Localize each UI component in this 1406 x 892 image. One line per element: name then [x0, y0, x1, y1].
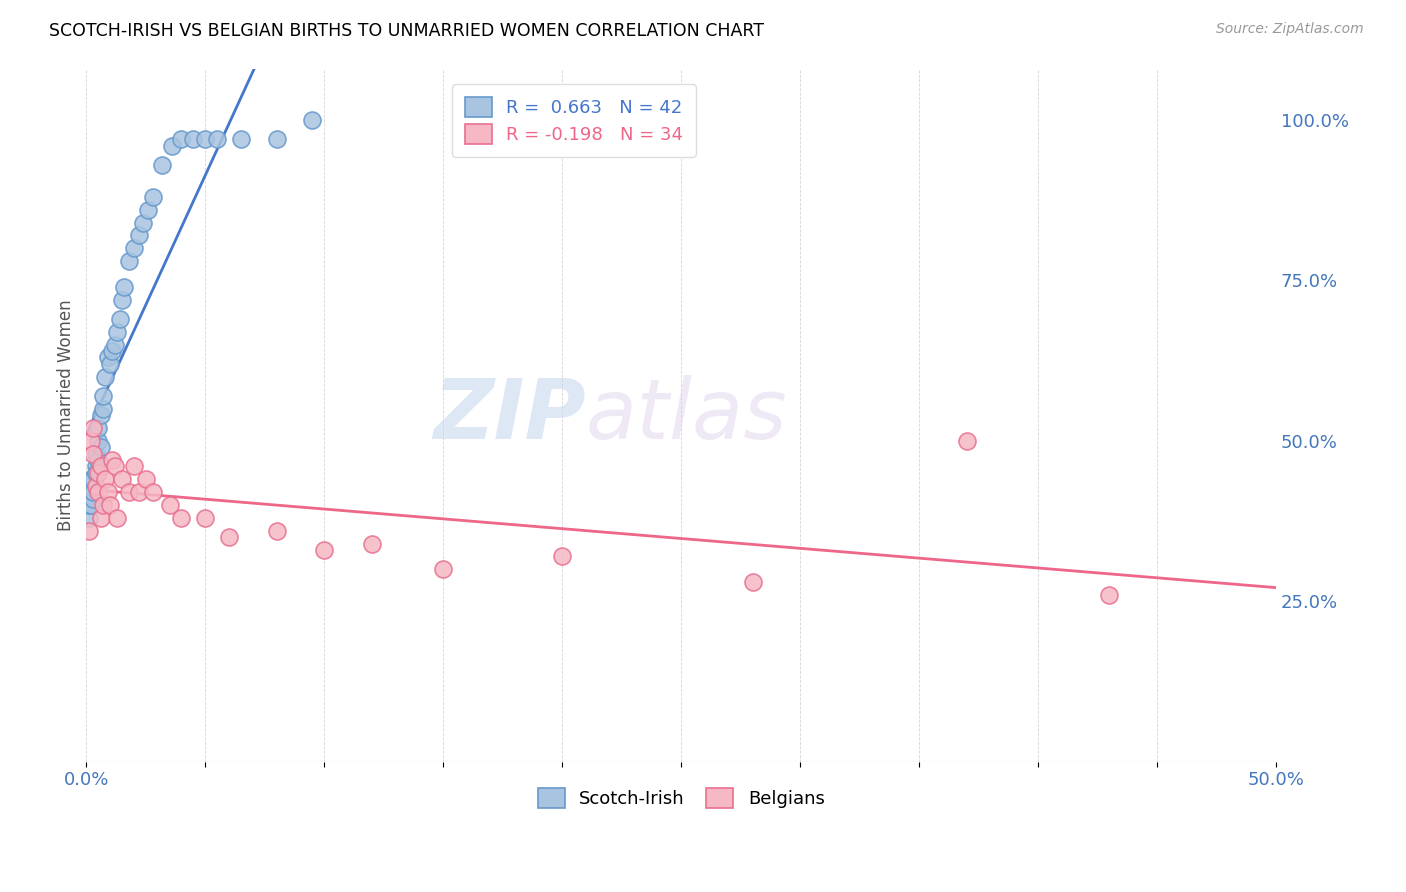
- Point: [82, 485, 104, 500]
- Point: [128, 228, 150, 243]
- Point: [135, 472, 157, 486]
- Point: [132, 216, 155, 230]
- Point: [80, 434, 103, 448]
- Point: [87, 434, 110, 448]
- Y-axis label: Births to Unmarried Women: Births to Unmarried Women: [58, 300, 75, 531]
- Point: [104, 337, 127, 351]
- Point: [205, 132, 228, 146]
- Point: [87, 453, 110, 467]
- Point: [111, 293, 134, 307]
- Point: [301, 112, 323, 127]
- Point: [170, 132, 193, 146]
- Point: [111, 472, 134, 486]
- Point: [194, 511, 217, 525]
- Point: [87, 421, 110, 435]
- Point: [266, 132, 288, 146]
- Point: [84, 479, 107, 493]
- Point: [551, 549, 574, 564]
- Point: [122, 459, 145, 474]
- Point: [94, 472, 117, 486]
- Point: [98, 357, 121, 371]
- Point: [122, 241, 145, 255]
- Point: [128, 485, 150, 500]
- Point: [229, 132, 252, 146]
- Point: [94, 369, 117, 384]
- Point: [90, 459, 112, 474]
- Point: [90, 408, 112, 422]
- Point: [82, 472, 104, 486]
- Point: [101, 453, 124, 467]
- Point: [98, 498, 121, 512]
- Point: [91, 498, 114, 512]
- Point: [183, 132, 205, 146]
- Point: [87, 466, 110, 480]
- Point: [97, 351, 120, 365]
- Point: [1098, 588, 1121, 602]
- Point: [77, 498, 100, 512]
- Point: [84, 447, 107, 461]
- Point: [105, 511, 128, 525]
- Text: Source: ZipAtlas.com: Source: ZipAtlas.com: [1216, 22, 1364, 37]
- Text: ZIP: ZIP: [433, 375, 586, 456]
- Point: [741, 575, 763, 590]
- Point: [82, 491, 104, 506]
- Point: [314, 543, 336, 558]
- Point: [80, 472, 103, 486]
- Point: [80, 485, 103, 500]
- Point: [142, 190, 165, 204]
- Point: [432, 562, 454, 576]
- Point: [90, 511, 112, 525]
- Point: [90, 440, 112, 454]
- Point: [118, 485, 141, 500]
- Point: [87, 485, 110, 500]
- Point: [80, 498, 103, 512]
- Point: [360, 536, 382, 550]
- Point: [194, 132, 217, 146]
- Point: [956, 434, 979, 448]
- Point: [91, 401, 114, 416]
- Point: [104, 459, 127, 474]
- Point: [159, 498, 181, 512]
- Point: [82, 447, 104, 461]
- Point: [266, 524, 288, 538]
- Point: [77, 524, 100, 538]
- Point: [160, 138, 183, 153]
- Point: [97, 485, 120, 500]
- Point: [136, 202, 159, 217]
- Legend: Scotch-Irish, Belgians: Scotch-Irish, Belgians: [530, 780, 832, 815]
- Point: [84, 459, 107, 474]
- Point: [105, 325, 128, 339]
- Point: [91, 389, 114, 403]
- Point: [84, 466, 107, 480]
- Point: [218, 530, 240, 544]
- Text: SCOTCH-IRISH VS BELGIAN BIRTHS TO UNMARRIED WOMEN CORRELATION CHART: SCOTCH-IRISH VS BELGIAN BIRTHS TO UNMARR…: [49, 22, 765, 40]
- Point: [77, 511, 100, 525]
- Point: [101, 343, 124, 358]
- Text: atlas: atlas: [586, 375, 787, 456]
- Point: [112, 279, 135, 293]
- Point: [108, 311, 131, 326]
- Point: [170, 511, 193, 525]
- Point: [118, 254, 141, 268]
- Point: [152, 158, 174, 172]
- Point: [142, 485, 165, 500]
- Point: [82, 421, 104, 435]
